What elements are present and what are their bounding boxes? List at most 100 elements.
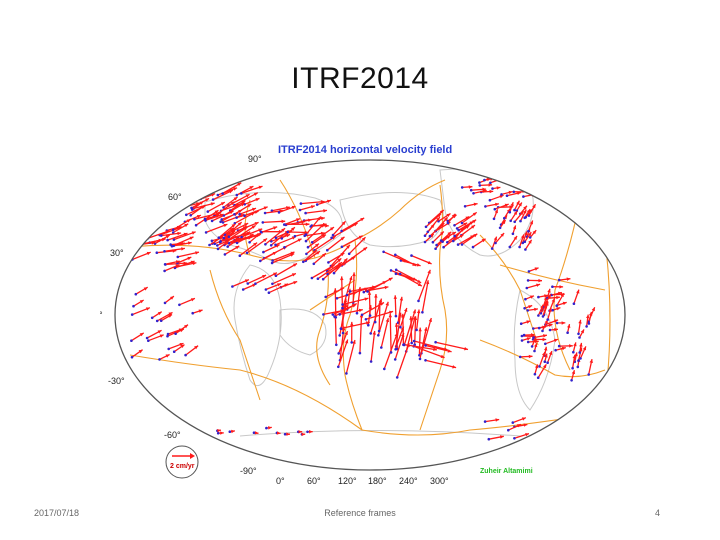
- vector-tail-dot: [398, 272, 402, 276]
- vector-tail-dot: [222, 206, 225, 209]
- vector-arrowhead: [240, 203, 245, 207]
- vector-arrowhead: [412, 316, 416, 321]
- vector-arrowhead: [272, 251, 277, 256]
- velocity-vector: [317, 261, 343, 280]
- vector-tail-dot: [487, 437, 491, 441]
- vector-tail-dot: [194, 223, 198, 227]
- vector-arrowhead: [534, 173, 539, 177]
- vector-arrowhead: [157, 311, 162, 316]
- vector-arrowhead: [346, 244, 350, 249]
- vector-arrowhead: [502, 220, 506, 225]
- vector-tail-dot: [315, 203, 319, 206]
- vector-arrowhead: [360, 217, 365, 222]
- vector-arrowhead: [198, 309, 203, 313]
- vector-tail-dot: [518, 355, 522, 359]
- vector-tail-dot: [216, 431, 220, 435]
- vector-arrowhead: [340, 236, 345, 241]
- vector-tail-dot: [283, 246, 286, 249]
- vector-arrowhead: [400, 326, 404, 331]
- vector-arrowhead: [528, 305, 533, 309]
- vector-arrowhead: [165, 230, 170, 234]
- vector-tail-dot: [264, 288, 268, 291]
- vector-arrowhead: [543, 334, 547, 338]
- vector-tail-dot: [171, 208, 175, 211]
- vector-arrowhead: [358, 235, 363, 239]
- vector-tail-dot: [377, 334, 380, 337]
- vector-arrowhead: [560, 293, 564, 298]
- vector-tail-dot: [298, 208, 302, 212]
- vector-arrowhead: [258, 228, 263, 232]
- vector-tail-dot: [270, 261, 274, 265]
- vector-tail-dot: [537, 295, 540, 299]
- vector-arrowhead: [521, 234, 525, 239]
- velocity-vector: [352, 272, 355, 303]
- vector-arrowhead: [551, 298, 555, 303]
- vector-arrowhead: [187, 241, 192, 245]
- vector-arrowhead: [528, 184, 533, 188]
- vector-arrowhead: [548, 323, 553, 327]
- vector-arrowhead: [338, 262, 342, 266]
- vector-arrowhead: [231, 223, 236, 228]
- vector-tail-dot: [570, 379, 573, 382]
- vector-arrowhead: [211, 193, 216, 197]
- vector-tail-dot: [484, 205, 487, 208]
- vector-arrowhead: [190, 298, 195, 302]
- vector-tail-dot: [174, 332, 177, 335]
- vector-tail-dot: [437, 219, 440, 223]
- vector-tail-dot: [431, 240, 435, 244]
- vector-arrowhead: [349, 276, 353, 281]
- vector-tail-dot: [364, 318, 368, 321]
- vector-tail-dot: [155, 251, 159, 254]
- vector-tail-dot: [527, 229, 530, 233]
- vector-tail-dot: [532, 327, 535, 330]
- vector-arrowhead: [273, 272, 277, 276]
- vector-tail-dot: [283, 223, 286, 226]
- vector-arrowhead: [192, 261, 197, 266]
- vector-tail-dot: [166, 332, 170, 336]
- vector-tail-dot: [274, 274, 278, 277]
- lat-label-neg30: -30°: [108, 376, 125, 386]
- vector-arrowhead: [500, 233, 505, 237]
- vector-tail-dot: [418, 357, 422, 361]
- vector-arrowhead: [578, 319, 582, 324]
- vector-arrowhead: [175, 264, 180, 268]
- vector-arrowhead: [527, 232, 532, 237]
- vector-arrowhead: [290, 253, 295, 257]
- vector-arrowhead: [380, 302, 384, 306]
- vector-arrowhead: [344, 339, 349, 344]
- vector-arrowhead: [199, 201, 204, 205]
- vector-arrowhead: [210, 202, 215, 206]
- velocity-vector: [332, 303, 357, 316]
- velocity-vector: [394, 332, 405, 360]
- velocity-vector: [326, 236, 345, 251]
- vector-arrowhead: [364, 287, 369, 291]
- vector-arrowhead: [580, 329, 584, 334]
- vector-arrowhead: [215, 214, 220, 218]
- vector-arrowhead: [237, 222, 242, 226]
- vector-arrowhead: [229, 227, 234, 232]
- vector-tail-dot: [513, 176, 516, 179]
- velocity-vector: [374, 293, 377, 323]
- vector-arrowhead: [536, 283, 541, 287]
- vector-tail-dot: [338, 334, 341, 337]
- vector-arrowhead: [499, 194, 504, 199]
- vector-tail-dot: [488, 170, 492, 174]
- velocity-vector: [234, 192, 259, 206]
- vector-arrowhead: [526, 320, 531, 324]
- vector-tail-dot: [337, 352, 340, 355]
- vector-arrowhead: [296, 218, 300, 222]
- vector-tail-dot: [369, 360, 373, 363]
- vector-tail-dot: [557, 344, 561, 348]
- vector-tail-dot: [423, 240, 427, 244]
- vector-tail-dot: [271, 282, 274, 286]
- vector-tail-dot: [571, 366, 574, 370]
- vector-tail-dot: [525, 286, 529, 290]
- vector-tail-dot: [546, 361, 549, 364]
- vector-arrowhead: [230, 201, 235, 206]
- vector-tail-dot: [208, 243, 211, 247]
- vector-tail-dot: [557, 278, 561, 282]
- vector-tail-dot: [546, 318, 549, 321]
- vector-arrowhead: [340, 309, 345, 313]
- vector-tail-dot: [515, 173, 519, 177]
- vector-arrowhead: [517, 191, 521, 195]
